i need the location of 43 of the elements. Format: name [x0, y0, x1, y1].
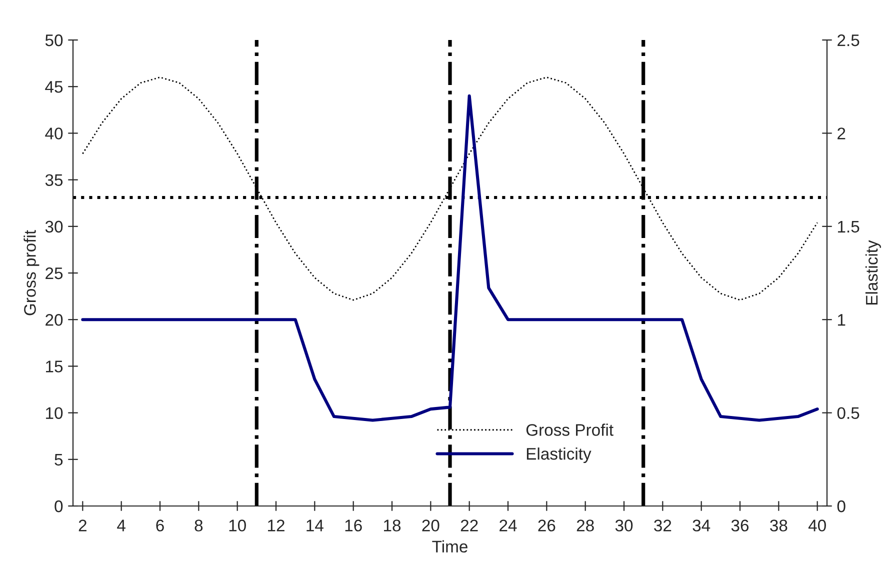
y-tick-label: 25	[46, 267, 63, 280]
y-tick-label: 20	[46, 314, 63, 326]
x-tick-label: 24	[500, 520, 517, 532]
line-series	[81, 94, 819, 422]
y-tick-label: 5	[54, 454, 63, 466]
x-tick-label: 28	[576, 520, 594, 532]
x-tick-label: 6	[156, 520, 164, 532]
y-tick-label: 30	[45, 220, 63, 233]
y-axis-title: Gross profit	[24, 230, 40, 316]
x-tick-label: 10	[229, 520, 246, 532]
x-tick-label: 40	[808, 520, 826, 532]
x-axis-title: Time	[432, 540, 468, 553]
x-tick-label: 16	[345, 520, 362, 532]
y2-axis-title: Elasticity	[865, 240, 881, 305]
y2-tick-label: 2	[838, 128, 846, 140]
x-tick-label: 36	[731, 520, 749, 532]
y-tick-label: 50	[45, 34, 63, 46]
x-tick-label: 34	[692, 520, 710, 532]
x-tick-label: 30	[615, 520, 633, 532]
y-tick-label: 10	[46, 407, 63, 420]
x-tick-label: 22	[460, 520, 478, 532]
legend-label: Elasticity	[526, 448, 592, 464]
y-tick-label: 15	[46, 360, 63, 372]
legend-label: Gross Profit	[526, 424, 614, 436]
x-tick-label: 20	[422, 520, 440, 532]
y-tick-label: 40	[45, 128, 63, 140]
y2-tick-label: 2.5	[838, 34, 860, 46]
y2-tick-label: 1	[838, 314, 846, 326]
y-tick-label: 35	[45, 174, 63, 186]
y2-tick-label: 1.5	[838, 220, 860, 233]
x-tick-label: 14	[306, 520, 324, 532]
x-tick-label: 2	[78, 520, 86, 532]
y2-tick-label: 0.5	[837, 407, 860, 420]
x-tick-label: 4	[117, 520, 126, 532]
x-tick-label: 18	[384, 520, 401, 532]
y2-tick-label: 0	[837, 500, 846, 512]
y-tick-label: 0	[54, 500, 63, 512]
y-tick-label: 45	[45, 81, 63, 93]
x-tick-label: 32	[654, 520, 672, 532]
x-tick-label: 12	[268, 520, 284, 532]
x-tick-label: 8	[194, 520, 203, 532]
x-tick-label: 38	[770, 520, 788, 532]
x-tick-label: 26	[538, 520, 556, 532]
